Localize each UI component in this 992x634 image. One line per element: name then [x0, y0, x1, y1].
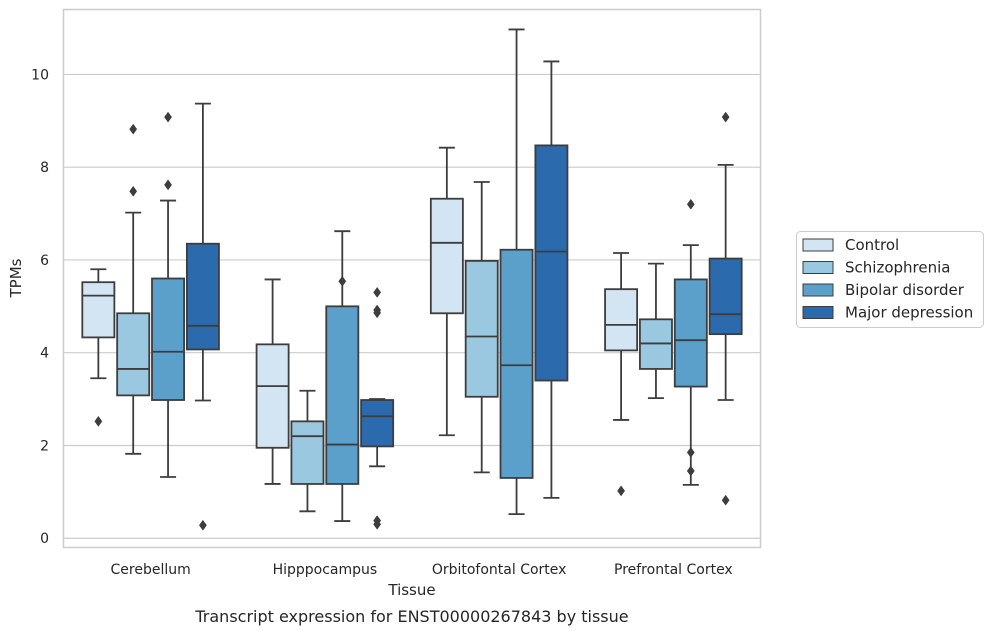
- box-iqr: [81, 281, 116, 339]
- box-iqr: [604, 288, 639, 352]
- y-axis-label: TPMs: [7, 258, 25, 298]
- box-group: [81, 268, 116, 427]
- box-group: [639, 262, 673, 400]
- box-group: [708, 111, 743, 506]
- legend-swatch: [802, 261, 834, 274]
- outlier-point: [198, 519, 207, 531]
- y-tick-labels: 0 2 4 6 8 10: [31, 67, 49, 547]
- box-iqr: [499, 248, 534, 479]
- box-group: [499, 28, 534, 516]
- legend-label: Schizophrenia: [845, 259, 950, 277]
- legend-frame: [796, 231, 984, 328]
- legend-swatch: [802, 306, 834, 319]
- box-group: [325, 230, 360, 522]
- legend-swatch: [802, 238, 834, 252]
- box-iqr: [429, 197, 464, 315]
- outlier-point: [373, 286, 382, 298]
- legend-label: Control: [845, 236, 899, 254]
- box-iqr: [185, 242, 220, 351]
- y-tick-label: 2: [40, 438, 49, 454]
- y-tick-label: 4: [40, 346, 49, 362]
- outlier-point: [129, 185, 138, 197]
- outlier-point: [373, 515, 382, 527]
- y-tick-label: 6: [40, 253, 49, 269]
- box-iqr: [290, 420, 325, 485]
- box-group: [290, 389, 325, 513]
- box-iqr: [673, 278, 708, 388]
- box-iqr: [151, 277, 185, 401]
- legend-label: Major depression: [845, 304, 973, 322]
- box-group: [673, 198, 708, 486]
- outlier-point: [94, 415, 103, 427]
- box-group: [360, 286, 395, 530]
- box-iqr: [360, 399, 395, 448]
- box-group: [429, 146, 464, 437]
- box-group: [185, 102, 220, 531]
- x-tick-label: Hipppocampus: [273, 562, 378, 578]
- box-iqr: [534, 144, 569, 382]
- box-group: [255, 278, 290, 485]
- y-tick-label: 10: [31, 67, 49, 83]
- outlier-point: [721, 111, 730, 123]
- outlier-point: [721, 494, 730, 506]
- y-tick-label: 0: [40, 531, 49, 547]
- box-iqr: [708, 257, 743, 336]
- box-group: [604, 252, 639, 497]
- box-iqr: [116, 312, 151, 397]
- box-iqr: [255, 343, 290, 449]
- box-group: [151, 111, 185, 478]
- x-axis-label: Tissue: [387, 581, 435, 599]
- y-tick-label: 8: [40, 160, 49, 176]
- outlier-point: [373, 304, 382, 316]
- outlier-point: [686, 198, 695, 210]
- boxes: [81, 28, 743, 531]
- box-iqr: [325, 305, 360, 485]
- outlier-point: [686, 465, 695, 477]
- box-group: [464, 181, 499, 474]
- box-group: [534, 60, 569, 499]
- box-iqr: [464, 259, 499, 398]
- x-tick-labels: Cerebellum Hipppocampus Orbitofontal Corte…: [111, 562, 733, 578]
- chart-caption: Transcript expression for ENST0000026784…: [194, 607, 628, 626]
- legend-label: Bipolar disorder: [845, 281, 965, 299]
- legend: Control Schizophrenia Bipolar disorder Majo…: [796, 231, 984, 328]
- outlier-point: [164, 111, 172, 123]
- outlier-point: [129, 123, 138, 135]
- outlier-point: [686, 446, 695, 458]
- outlier-point: [338, 275, 347, 287]
- x-tick-label: Cerebellum: [111, 562, 191, 578]
- outlier-point: [617, 485, 626, 497]
- x-tick-label: Orbitofontal Cortex: [432, 562, 567, 578]
- x-tick-label: Prefrontal Cortex: [614, 562, 733, 578]
- legend-swatch: [802, 283, 834, 297]
- box-group: [116, 123, 151, 455]
- outlier-point: [164, 179, 172, 191]
